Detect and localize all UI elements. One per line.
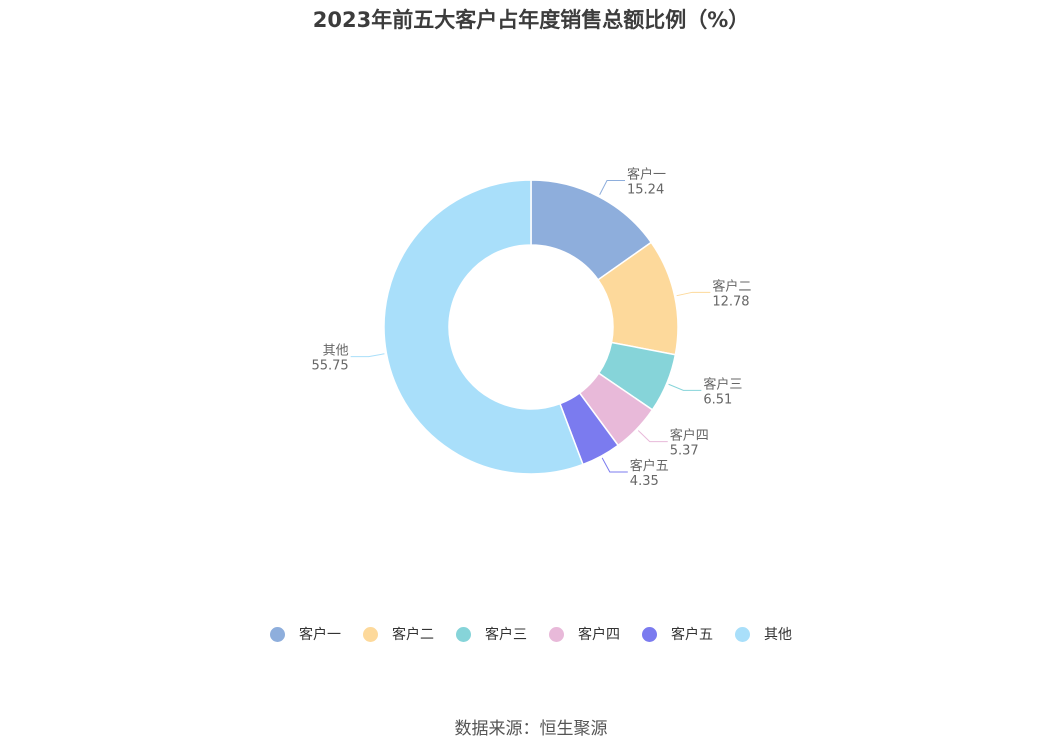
slice-label-name-6: 其他 [323, 344, 349, 359]
leader-line-4 [637, 430, 668, 443]
slice-label-value-4: 5.37 [670, 444, 699, 459]
legend-item-2[interactable]: 客户二 [363, 624, 434, 644]
legend-item-1[interactable]: 客户一 [270, 624, 341, 644]
legend-marker-icon [642, 626, 657, 642]
data-source: 数据来源：恒生聚源 [454, 719, 608, 739]
slice-label-value-6: 55.75 [311, 359, 348, 374]
slice-label-name-3: 客户三 [703, 376, 742, 392]
legend-label: 客户二 [392, 627, 434, 643]
slice-label-value-2: 12.78 [712, 294, 749, 309]
leader-line-1 [599, 180, 626, 195]
legend-label: 客户四 [578, 627, 620, 643]
legend-label: 客户三 [485, 627, 527, 643]
legend-item-5[interactable]: 客户五 [642, 624, 713, 644]
leader-line-2 [676, 291, 711, 297]
legend-marker-icon [363, 626, 378, 642]
slice-label-value-5: 4.35 [630, 474, 659, 489]
legend-item-3[interactable]: 客户三 [456, 624, 527, 644]
slice-label-name-1: 客户一 [627, 167, 666, 183]
legend: 客户一 客户二 客户三 客户四 客户五 其他 [0, 624, 1062, 644]
slice-6[interactable] [383, 179, 584, 475]
leader-line-6 [350, 353, 385, 358]
chart-title: 2023年前五大客户占年度销售总额比例（%） [312, 8, 750, 32]
slice-label-value-1: 15.24 [627, 183, 664, 198]
slice-label-value-3: 6.51 [703, 392, 732, 407]
legend-marker-icon [735, 626, 750, 642]
slice-label-name-4: 客户四 [670, 428, 709, 444]
leader-line-3 [668, 383, 702, 391]
legend-label: 客户五 [671, 627, 713, 643]
legend-item-4[interactable]: 客户四 [549, 624, 620, 644]
slice-label-name-2: 客户二 [712, 278, 751, 294]
legend-marker-icon [270, 626, 285, 642]
legend-marker-icon [549, 626, 564, 642]
legend-item-6[interactable]: 其他 [735, 624, 792, 644]
legend-marker-icon [456, 626, 471, 642]
leader-line-5 [601, 457, 628, 473]
legend-label: 其他 [764, 627, 792, 643]
legend-label: 客户一 [299, 627, 341, 643]
slice-label-name-5: 客户五 [630, 458, 669, 474]
